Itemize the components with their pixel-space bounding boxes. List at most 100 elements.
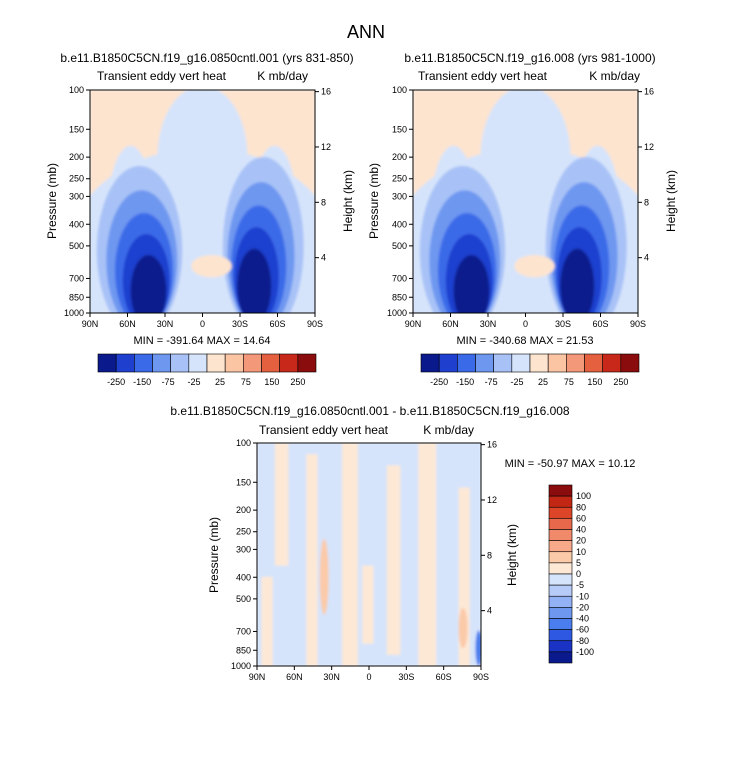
y-right-tick-label: 12 (644, 142, 654, 152)
negative-anomaly (475, 630, 481, 666)
x-tick-label: 60N (119, 319, 136, 329)
right-subtitle: K mb/day (257, 69, 308, 83)
weak-positive-region (274, 443, 289, 566)
colorbar-label: -75 (485, 377, 498, 387)
y-axis-right: 16 12 8 4 (481, 440, 497, 616)
y-tick-label: 150 (69, 124, 84, 134)
x-tick-label: 60S (269, 319, 285, 329)
contour-field (90, 90, 315, 313)
left-subtitle: Transient eddy vert heat (259, 423, 389, 437)
contour-fill (257, 443, 481, 666)
colorbar-swatch (206, 353, 226, 373)
x-tick-label: 30S (232, 319, 248, 329)
colorbar-label: -250 (430, 377, 448, 387)
y-axis-title: Pressure (mb) (367, 163, 381, 239)
left-subtitle: Transient eddy vert heat (418, 69, 548, 83)
colorbar-swatch (548, 484, 573, 497)
colorbar-swatch (584, 353, 603, 373)
y-tick-label: 100 (69, 85, 84, 95)
contour-field (257, 443, 481, 666)
colorbar-label: 5 (576, 558, 581, 568)
colorbar-swatch (548, 562, 573, 575)
left-subtitle: Transient eddy vert heat (97, 69, 227, 83)
x-tick-label: 90S (473, 672, 489, 682)
colorbar: -250 -150 -75 -25 25 75 150 250 (420, 353, 640, 387)
colorbar-swatch (548, 518, 573, 530)
colorbar-label: 10 (576, 547, 586, 557)
contour-fill (413, 90, 638, 313)
colorbar-swatch (243, 353, 262, 373)
x-axis: 90N 60N 30N 0 30S 60S 90S (82, 313, 323, 329)
colorbar-swatch (548, 495, 573, 508)
y-tick-label: 200 (69, 152, 84, 162)
x-axis: 90N 60N 30N 0 30S 60S 90S (405, 313, 646, 329)
colorbar-swatch (548, 651, 573, 664)
y-right-tick-label: 16 (321, 87, 331, 97)
colorbar-swatch (493, 353, 513, 373)
colorbar-label: -100 (576, 647, 594, 657)
colorbar-label: -80 (576, 636, 589, 646)
storm-track-core (560, 248, 595, 313)
colorbar-label: -25 (511, 377, 524, 387)
y-right-tick-label: 8 (321, 197, 326, 207)
upper-weak-negative-region (480, 90, 571, 229)
colorbar-swatch (511, 353, 531, 373)
colorbar-swatch (548, 584, 573, 597)
colorbar-label: -150 (133, 377, 151, 387)
min-max-label: MIN = -50.97 MAX = 10.12 (505, 458, 636, 470)
colorbar-label: 40 (576, 525, 586, 535)
right-subtitle: K mb/day (423, 423, 474, 437)
colorbar-label: 0 (576, 569, 581, 579)
colorbar-swatch (620, 353, 640, 373)
y-right-tick-label: 4 (321, 253, 326, 263)
weak-positive-region (362, 565, 374, 644)
y-tick-label: 300 (392, 191, 407, 201)
colorbar-swatch (602, 353, 622, 373)
colorbar-swatch (548, 640, 573, 653)
colorbar-label: -40 (576, 614, 589, 624)
weak-positive-region (306, 454, 318, 666)
colorbar-swatch (547, 353, 567, 373)
y-right-tick-label: 4 (487, 606, 492, 616)
colorbar-swatch (420, 353, 440, 373)
colorbar-swatch (297, 353, 317, 373)
colorbar-swatch (115, 353, 135, 373)
panel-title: b.e11.B1850C5CN.f19_g16.008 (yrs 981-100… (404, 51, 655, 65)
colorbar-label: -150 (456, 377, 474, 387)
y-tick-label: 400 (236, 572, 251, 582)
colorbar-label: 100 (576, 491, 591, 501)
colorbar-swatch (548, 629, 573, 642)
colorbar-swatch (548, 551, 573, 564)
x-tick-label: 30N (480, 319, 497, 329)
x-tick-label: 90N (249, 672, 266, 682)
colorbar-label: -75 (162, 377, 175, 387)
colorbar-swatch (97, 353, 117, 373)
x-tick-label: 90S (630, 319, 646, 329)
colorbar-label: 75 (241, 377, 251, 387)
colorbar-swatch (170, 353, 190, 373)
colorbar-swatch (188, 353, 208, 373)
panel-title: b.e11.B1850C5CN.f19_g16.0850cntl.001 (yr… (60, 51, 353, 65)
panel-difference: b.e11.B1850C5CN.f19_g16.0850cntl.001 - b… (170, 404, 635, 682)
y-tick-label: 500 (236, 594, 251, 604)
x-tick-label: 30S (555, 319, 571, 329)
panel-experiment: b.e11.B1850C5CN.f19_g16.008 (yrs 981-100… (367, 51, 678, 387)
colorbar-swatch (152, 353, 171, 373)
colorbar: -250 -150 -75 -25 25 75 150 250 (97, 353, 317, 387)
colorbar-label: 150 (264, 377, 279, 387)
colorbar-label: -25 (188, 377, 201, 387)
y-tick-label: 700 (392, 273, 407, 283)
y-axis: 100 150 200 250 300 400 500 700 850 1000 (387, 85, 413, 318)
y-axis-right-title: Height (km) (341, 170, 355, 232)
y-right-tick-label: 12 (487, 495, 497, 505)
colorbar-label: 20 (576, 536, 586, 546)
colorbar-swatch (548, 618, 573, 630)
panel-title: b.e11.B1850C5CN.f19_g16.0850cntl.001 - b… (170, 404, 570, 418)
colorbar-swatch (261, 353, 280, 373)
colorbar-label: 60 (576, 513, 586, 523)
y-right-tick-label: 4 (644, 253, 649, 263)
colorbar-label: 25 (538, 377, 548, 387)
y-tick-label: 400 (69, 219, 84, 229)
